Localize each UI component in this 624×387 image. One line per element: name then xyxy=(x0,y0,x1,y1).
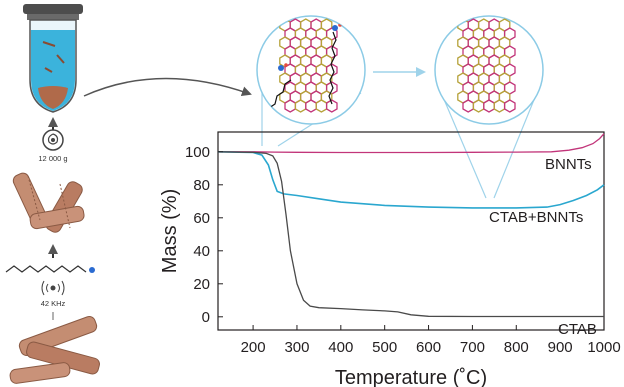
x-tick-label: 700 xyxy=(460,339,485,356)
x-tick-label: 300 xyxy=(284,339,309,356)
x-tick-label: 600 xyxy=(416,339,441,356)
zoom-insets xyxy=(257,16,543,198)
y-tick-label: 100 xyxy=(185,144,210,161)
ctab-chain-icon xyxy=(6,266,86,272)
nanotube-bundle-icon xyxy=(11,171,85,234)
series-label-bnnts: BNNTs xyxy=(545,156,592,173)
y-axis-label: Mass (%) xyxy=(159,189,181,273)
zoom-circle-bnnt xyxy=(435,16,543,124)
x-tick-label: 800 xyxy=(504,339,529,356)
y-tick-label: 80 xyxy=(193,177,210,194)
series-line-ctab xyxy=(218,152,604,317)
y-tick-label: 60 xyxy=(193,210,210,227)
process-arrow xyxy=(84,78,250,96)
tga-chart: 200 300 400 500 600 700 800 900 1000 0 20 40 60 80 10… xyxy=(159,132,621,387)
centrifuge-label: 12 000 g xyxy=(38,154,67,163)
raw-nanotubes-icon xyxy=(9,315,100,384)
centrifuge-tube-icon xyxy=(23,4,83,112)
series-label-ctab: CTAB xyxy=(558,321,597,338)
centrifuge-icon xyxy=(43,130,63,150)
x-tick-label: 900 xyxy=(548,339,573,356)
zoom-circle-ctab-bnnt xyxy=(257,16,365,124)
ultrasound-icon xyxy=(42,281,64,295)
x-axis-label: Temperature (˚C) xyxy=(335,367,487,387)
series-label-ctab-bnnts: CTAB+BNNTs xyxy=(489,209,583,226)
x-tick-label: 1000 xyxy=(587,339,620,356)
process-schematic: 12 000 g 42 KHz xyxy=(6,4,101,384)
x-tick-label: 500 xyxy=(372,339,397,356)
series-line-bnnts xyxy=(218,134,604,153)
sonication-label: 42 KHz xyxy=(41,299,66,308)
x-tick-label: 200 xyxy=(241,339,266,356)
x-tick-label: 400 xyxy=(328,339,353,356)
ctab-head-icon xyxy=(89,267,95,273)
y-tick-label: 40 xyxy=(193,243,210,260)
y-tick-label: 0 xyxy=(202,309,210,326)
y-tick-label: 20 xyxy=(193,276,210,293)
